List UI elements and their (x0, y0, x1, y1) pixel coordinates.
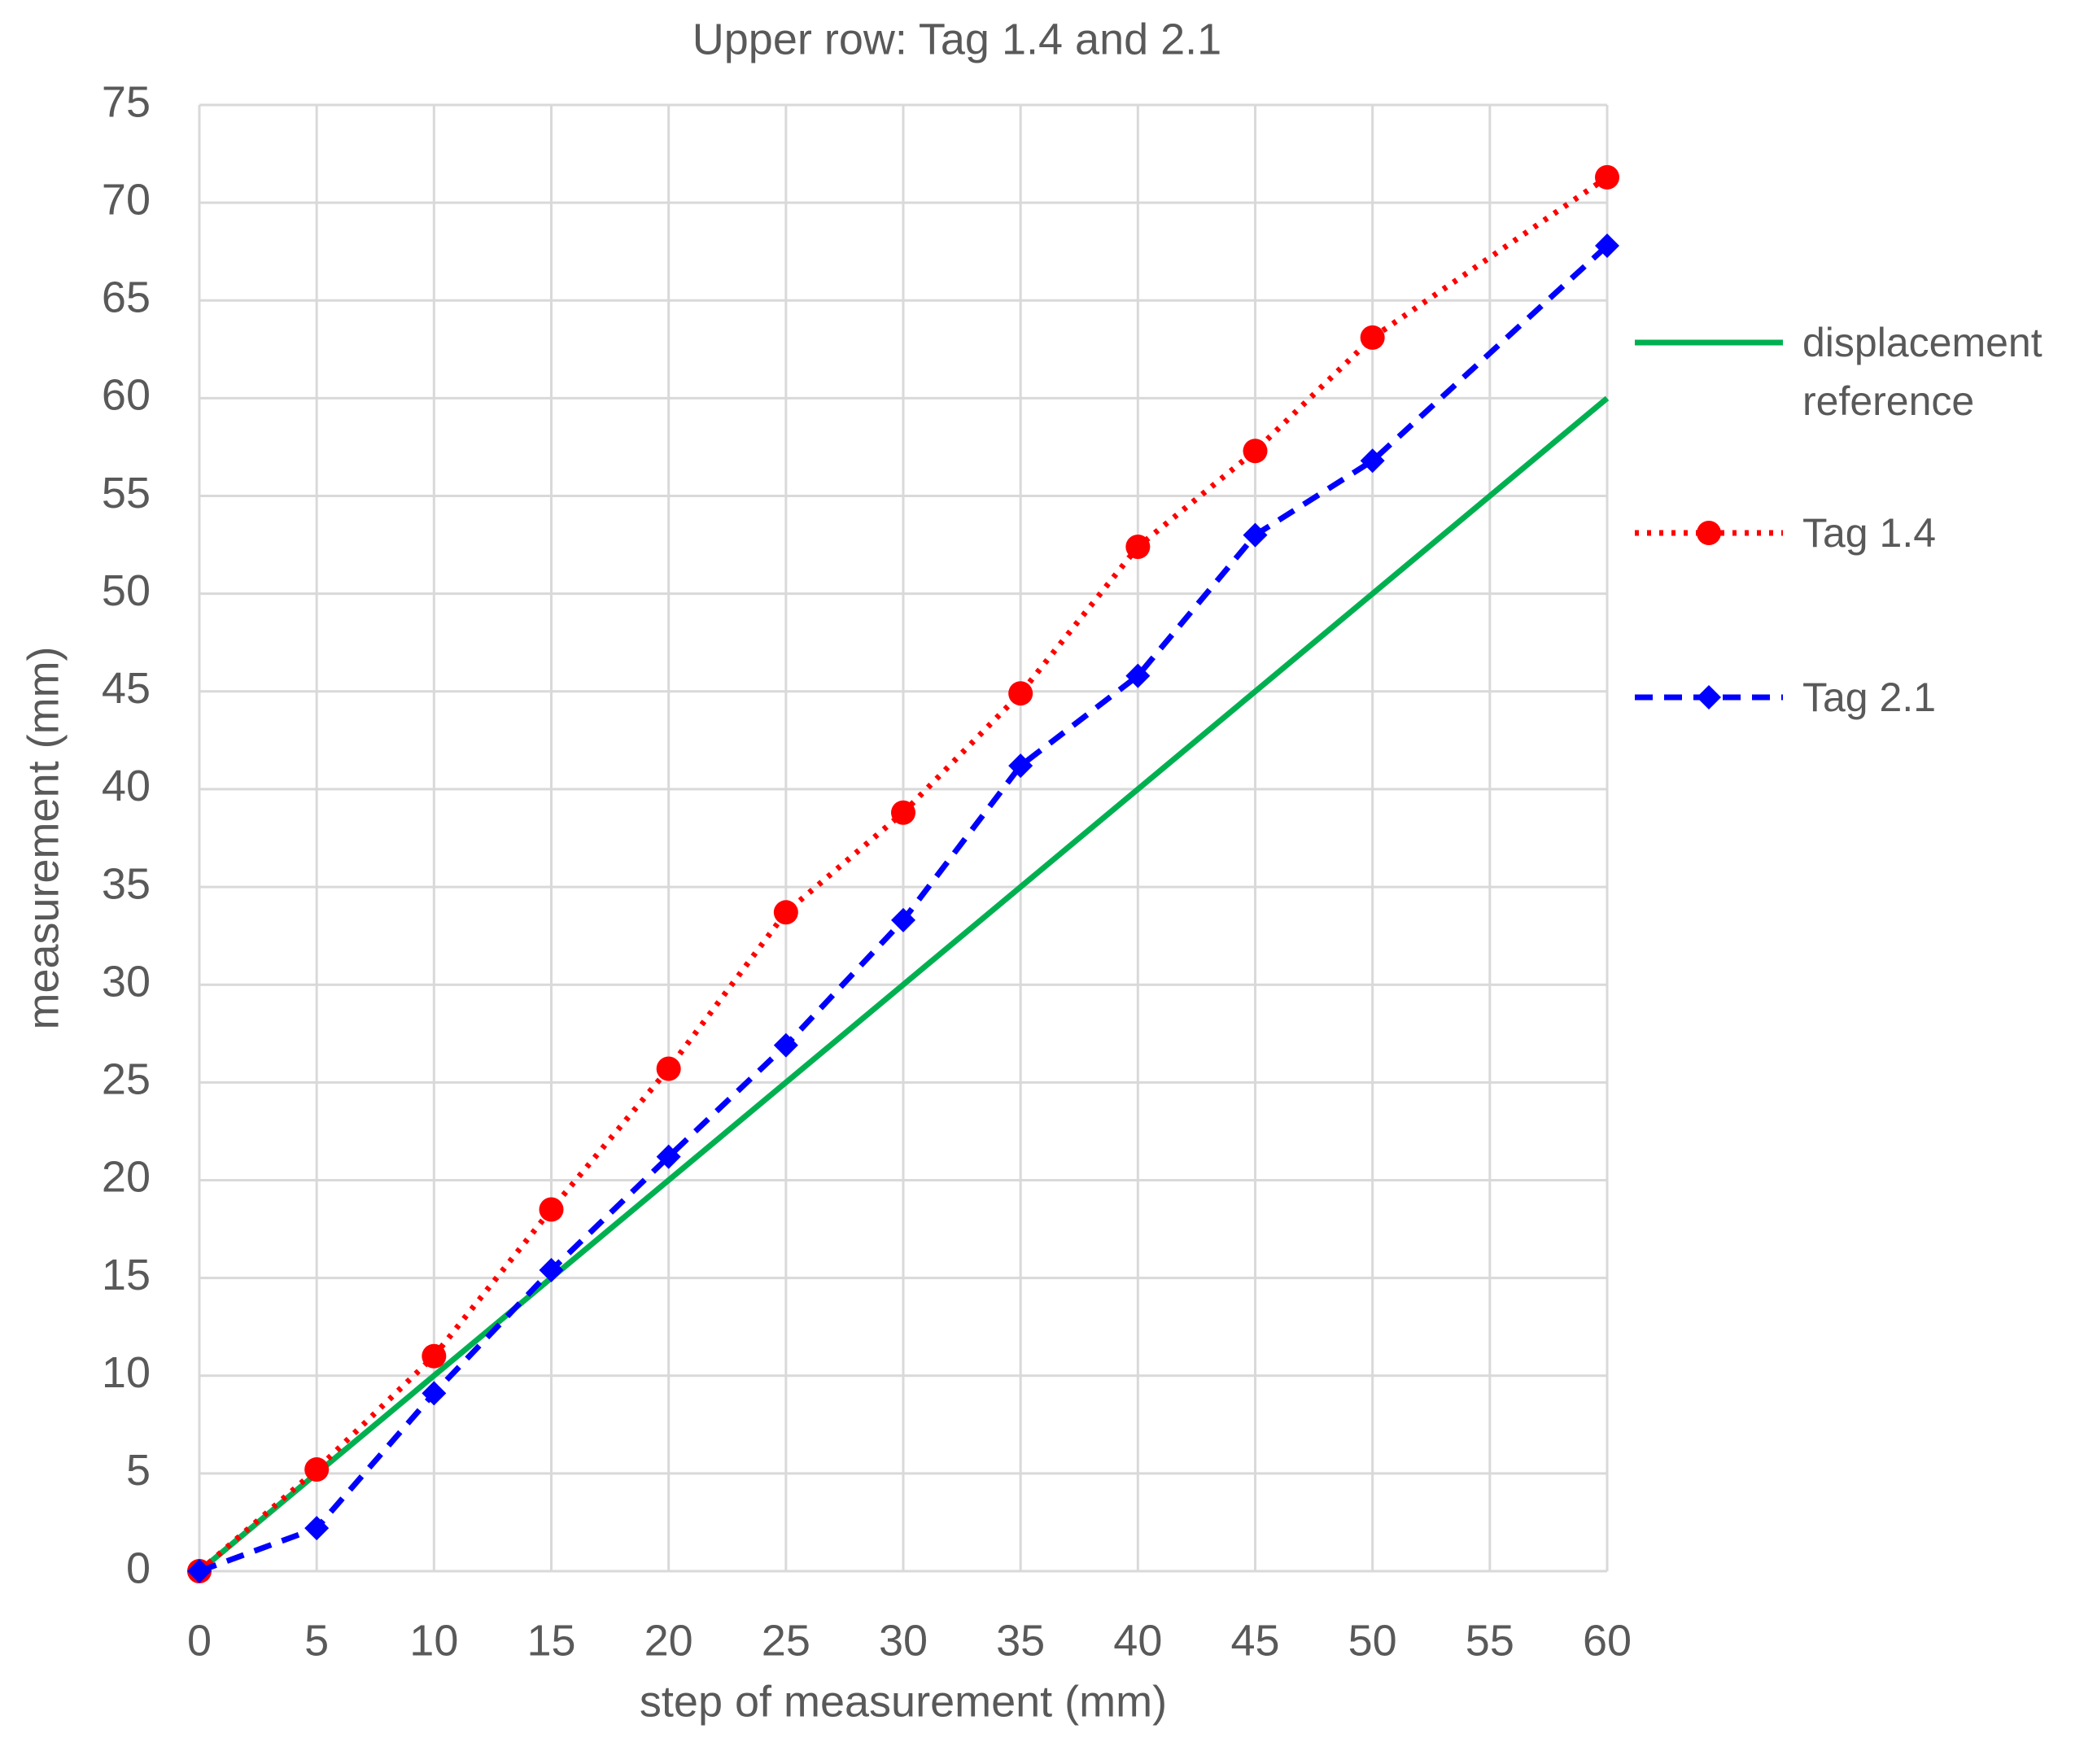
x-tick-label: 60 (1583, 1616, 1632, 1665)
legend-item: Tag 2.1 (1632, 668, 2071, 727)
x-tick-label: 20 (644, 1616, 693, 1665)
legend-swatch (1635, 339, 1783, 346)
series-line (197, 395, 1610, 1574)
marker (773, 900, 798, 925)
legend-label: Tag 1.4 (1802, 510, 1937, 556)
y-tick-label: 40 (102, 762, 151, 810)
x-axis-label: step of measurement (mm) (640, 1677, 1167, 1726)
marker (1243, 522, 1268, 548)
y-tick-label: 45 (102, 664, 151, 713)
x-tick-label: 15 (526, 1616, 575, 1665)
marker (656, 1144, 681, 1169)
marker (773, 1033, 798, 1058)
legend-swatch (1635, 521, 1783, 545)
legend-marker (1697, 521, 1721, 545)
x-tick-label: 35 (996, 1616, 1045, 1665)
x-tick-label: 0 (187, 1616, 212, 1665)
x-tick-label: 40 (1113, 1616, 1162, 1665)
chart-title: Upper row: Tag 1.4 and 2.1 (692, 15, 1221, 63)
marker (891, 800, 915, 825)
legend-marker (1697, 685, 1721, 710)
marker (422, 1343, 447, 1369)
y-tick-label: 70 (102, 175, 151, 224)
y-tick-label: 15 (102, 1251, 151, 1299)
y-axis-label: measurement (mm) (19, 646, 68, 1029)
y-tick-label: 55 (102, 469, 151, 517)
marker (1008, 753, 1033, 779)
y-tick-label: 65 (102, 273, 151, 322)
y-tick-label: 10 (102, 1348, 151, 1397)
legend-label: displacement reference (1802, 320, 2042, 424)
x-tick-label: 25 (762, 1616, 810, 1665)
legend-swatch (1635, 685, 1783, 710)
marker (1360, 448, 1385, 474)
marker (1008, 681, 1033, 706)
x-tick-label: 50 (1348, 1616, 1397, 1665)
y-tick-label: 75 (102, 77, 151, 126)
y-tick-label: 5 (126, 1446, 151, 1495)
x-tick-label: 45 (1230, 1616, 1279, 1665)
marker (187, 1559, 212, 1583)
legend: displacement reference Tag 1.4 Tag 2.1 (1632, 313, 2071, 727)
legend-item: Tag 1.4 (1632, 504, 2071, 562)
marker (304, 1516, 330, 1541)
marker (656, 1056, 681, 1081)
marker (539, 1257, 564, 1282)
x-tick-label: 10 (409, 1616, 458, 1665)
series-line (198, 243, 1610, 1574)
y-tick-label: 20 (102, 1153, 151, 1202)
marker (422, 1381, 447, 1406)
legend-item: displacement reference (1632, 313, 2071, 430)
y-tick-label: 35 (102, 859, 151, 908)
marker (891, 907, 915, 932)
y-tick-label: 60 (102, 371, 151, 420)
x-tick-label: 55 (1466, 1616, 1514, 1665)
x-tick-label: 5 (304, 1616, 329, 1665)
y-tick-label: 0 (126, 1544, 151, 1592)
y-tick-label: 50 (102, 566, 151, 615)
marker (1360, 325, 1385, 350)
y-tick-label: 30 (102, 957, 151, 1006)
marker (1595, 233, 1619, 258)
marker (539, 1197, 564, 1222)
y-tick-label: 25 (102, 1055, 151, 1104)
marker (1595, 164, 1619, 190)
marker (1243, 439, 1268, 464)
legend-label: Tag 2.1 (1802, 675, 1937, 720)
marker (1125, 663, 1151, 688)
x-tick-label: 30 (879, 1616, 928, 1665)
marker (1125, 535, 1151, 560)
marker (304, 1457, 330, 1482)
